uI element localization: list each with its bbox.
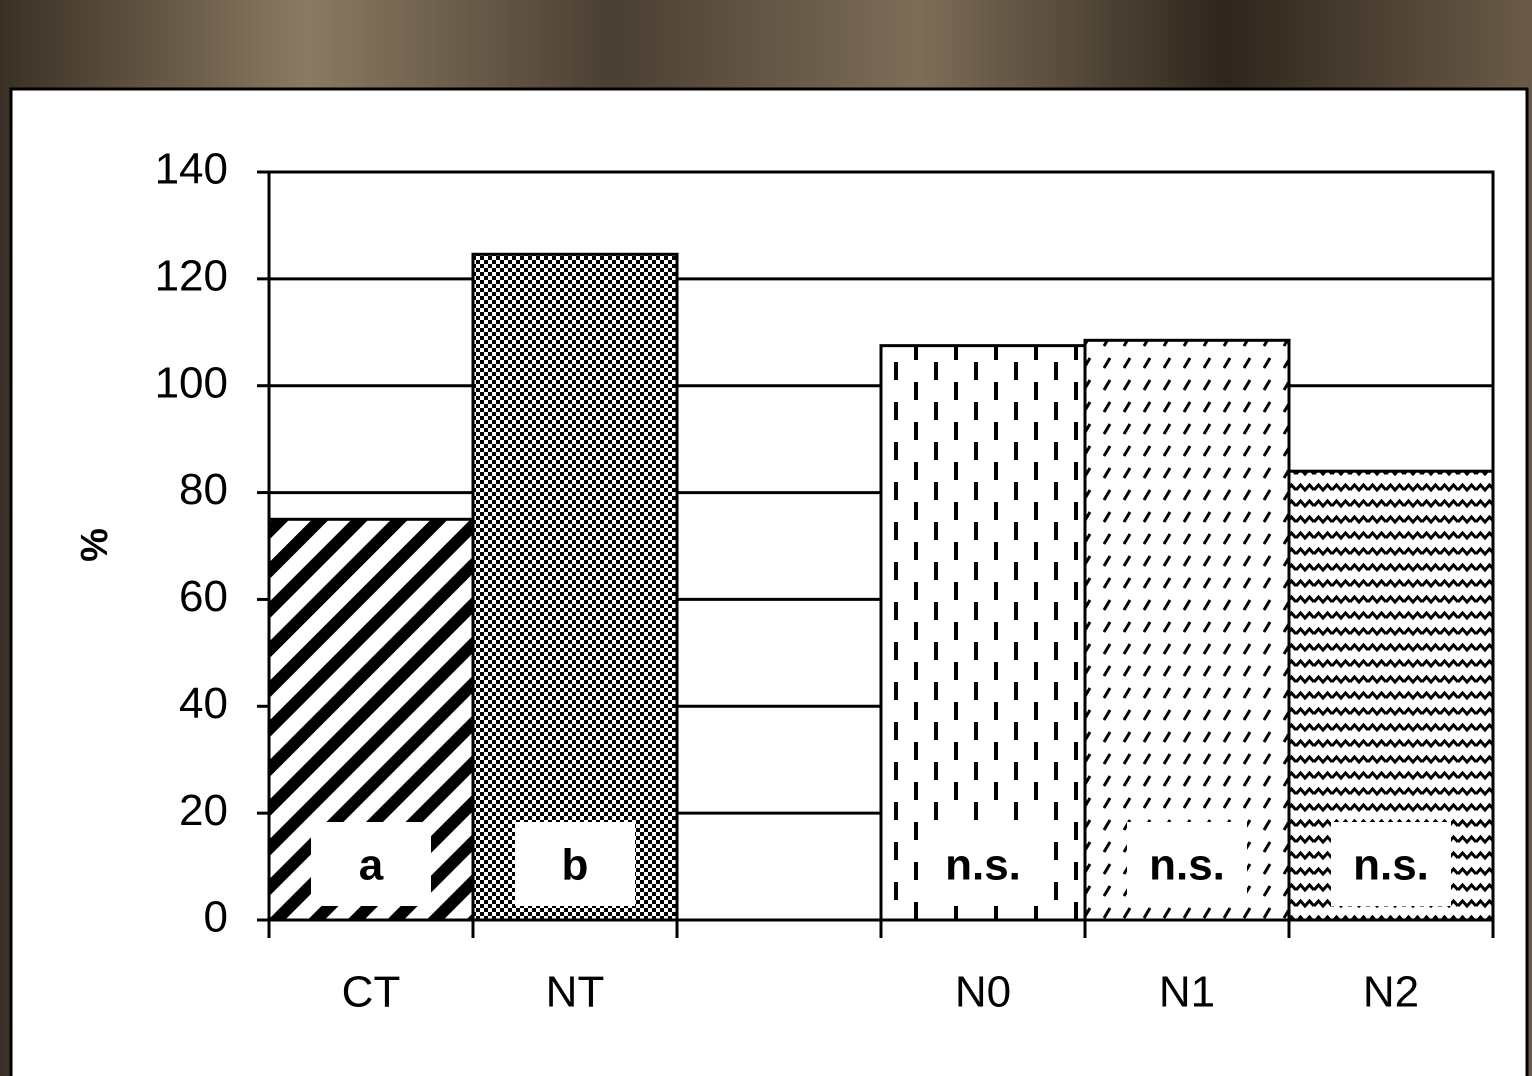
- y-tick-label: 120: [155, 251, 228, 300]
- y-tick-label: 140: [155, 145, 228, 194]
- annotation: b: [562, 841, 589, 890]
- y-tick-label: 20: [179, 786, 228, 835]
- x-tick-label: CT: [342, 968, 401, 1017]
- bar: [473, 254, 677, 920]
- y-tick-label: 60: [179, 572, 228, 621]
- x-tick-label: NT: [546, 968, 605, 1017]
- y-tick-label: 100: [155, 358, 228, 407]
- x-tick-label: N0: [955, 968, 1011, 1017]
- y-tick-label: 40: [179, 679, 228, 728]
- x-tick-label: N1: [1159, 968, 1215, 1017]
- annotation: n.s.: [1353, 841, 1429, 890]
- annotation: a: [359, 841, 384, 890]
- y-axis-label: %: [74, 528, 116, 562]
- y-tick-label: 80: [179, 465, 228, 514]
- chart: % a b n.s. n.s. n.s. 0 20 40 60 80 100 120 140 CT NT N…: [0, 0, 1532, 1076]
- annotation: n.s.: [945, 841, 1021, 890]
- page: % a b n.s. n.s. n.s. 0 20 40 60 80 100 120 140 CT NT N…: [0, 0, 1532, 1076]
- annotation: n.s.: [1149, 841, 1225, 890]
- y-tick-label: 0: [204, 893, 228, 942]
- x-tick-label: N2: [1363, 968, 1419, 1017]
